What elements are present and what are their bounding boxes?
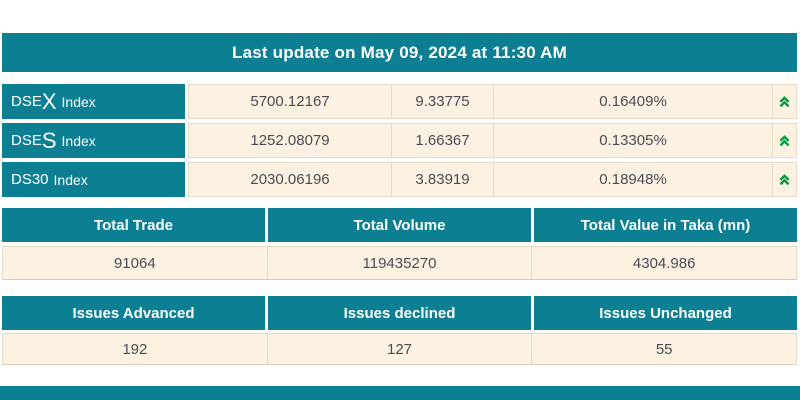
index-values-dses: 1252.08079 1.66367 0.13305% (188, 123, 797, 158)
index-name-suffix: Index (53, 171, 88, 188)
index-name-suffix: Index (61, 93, 96, 110)
index-change: 9.33775 (391, 85, 493, 118)
index-change: 1.66367 (391, 124, 493, 157)
index-name-suffix: Index (61, 132, 96, 149)
trend-cell (772, 124, 796, 157)
bottom-accent-bar (0, 386, 800, 400)
totals-table-values: 91064 119435270 4304.986 (2, 246, 797, 280)
index-name-prefix: DSE (11, 132, 42, 149)
issues-header-cell: Issues Advanced (2, 296, 265, 330)
issues-value-cell: 127 (266, 334, 532, 364)
trend-cell (772, 163, 796, 196)
issues-table-values: 192 127 55 (2, 333, 797, 365)
totals-value-cell: 4304.986 (531, 247, 796, 279)
index-change-percent: 0.13305% (493, 124, 772, 157)
index-row-ds30: DS30 Index 2030.06196 3.83919 0.18948% (2, 162, 797, 197)
issues-header-cell: Issues Unchanged (534, 296, 797, 330)
totals-header-cell: Total Value in Taka (mn) (534, 208, 797, 242)
issues-value-cell: 192 (122, 340, 148, 358)
index-name-prefix: DSE (11, 93, 42, 110)
index-name-big-letter: S (41, 127, 57, 153)
index-name-dses: DSE S Index (2, 123, 185, 158)
issues-header-cell: Issues declined (268, 296, 531, 330)
issues-value-cell: 55 (531, 334, 796, 364)
index-name-ds30: DS30 Index (2, 162, 185, 197)
index-name-big-letter: X (41, 88, 57, 114)
index-change-percent: 0.18948% (493, 163, 772, 196)
index-change: 3.83919 (391, 163, 493, 196)
index-values-dsex: 5700.12167 9.33775 0.16409% (188, 84, 797, 119)
index-value: 2030.06196 (250, 171, 330, 188)
totals-table-header: Total Trade Total Volume Total Value in … (2, 208, 797, 242)
double-chevron-up-icon (779, 96, 790, 108)
index-value: 5700.12167 (250, 93, 330, 110)
index-row-dses: DSE S Index 1252.08079 1.66367 0.13305% (2, 123, 797, 158)
index-values-ds30: 2030.06196 3.83919 0.18948% (188, 162, 797, 197)
index-value: 1252.08079 (250, 132, 330, 149)
totals-value-cell: 119435270 (266, 247, 532, 279)
index-name-prefix: DS30 (11, 171, 49, 188)
index-change-percent: 0.16409% (493, 85, 772, 118)
totals-header-cell: Total Trade (2, 208, 265, 242)
totals-value-cell: 91064 (113, 254, 156, 272)
last-update-text: Last update on May 09, 2024 at 11:30 AM (231, 42, 568, 62)
last-update-banner: Last update on May 09, 2024 at 11:30 AM (2, 33, 797, 72)
totals-header-cell: Total Volume (268, 208, 531, 242)
double-chevron-up-icon (779, 174, 790, 186)
issues-table-header: Issues Advanced Issues declined Issues U… (2, 296, 797, 330)
index-name-dsex: DSE X Index (2, 84, 185, 119)
trend-cell (772, 85, 796, 118)
double-chevron-up-icon (779, 135, 790, 147)
index-row-dsex: DSE X Index 5700.12167 9.33775 0.16409% (2, 84, 797, 119)
